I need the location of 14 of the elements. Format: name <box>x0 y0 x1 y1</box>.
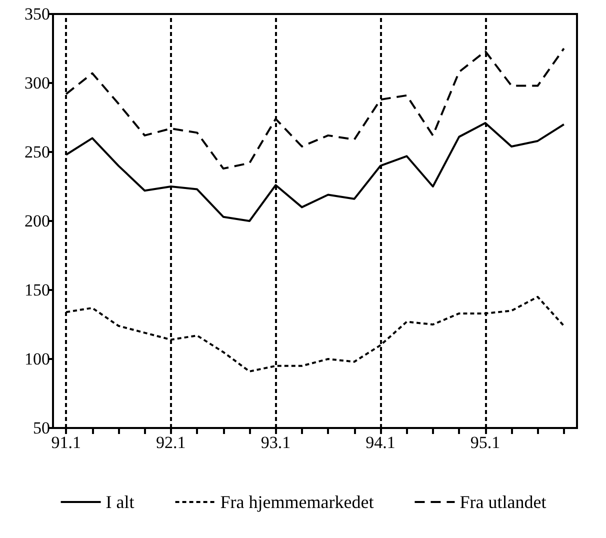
y-tick-label: 200 <box>24 212 50 230</box>
y-tick-label: 150 <box>24 280 50 300</box>
legend-label: Fra hjemmemarkedet <box>220 492 374 512</box>
x-tick-label: 94.1 <box>366 433 396 452</box>
y-tick-label: 250 <box>24 142 50 162</box>
x-tick-label: 93.1 <box>260 433 291 452</box>
legend-label: Fra utlandet <box>460 492 546 512</box>
legend-label: I alt <box>106 492 134 512</box>
y-tick-label: 350 <box>24 4 50 24</box>
y-tick-label: 100 <box>24 350 50 368</box>
y-tick-label: 300 <box>24 74 50 92</box>
x-tick-label: 92.1 <box>156 433 186 452</box>
x-tick-label: 95.1 <box>470 433 500 452</box>
x-tick-label: 91.1 <box>51 433 81 452</box>
